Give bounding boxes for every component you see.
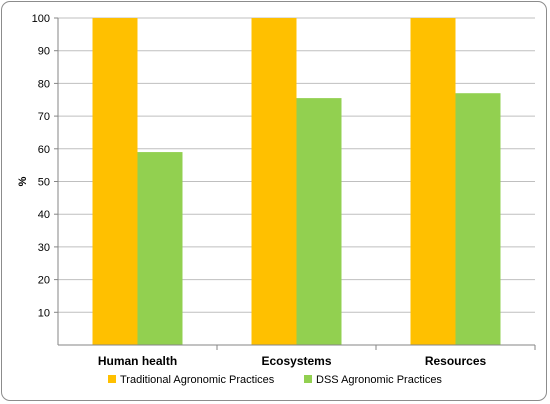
y-tick-label: 100 [32,13,50,25]
y-tick-label: 70 [38,111,50,123]
bar-traditional-resources [410,18,456,345]
category-labels: Human health Ecosystems Resources [98,345,536,368]
y-tick-label: 20 [38,275,50,287]
y-tick-label: 80 [38,78,50,90]
bar-dss-ecosystems [296,98,342,346]
legend-label: Traditional Agronomic Practices [120,374,275,386]
bar-dss-resources [455,93,501,346]
category-label: Human health [98,354,177,368]
legend-swatch [304,375,312,383]
legend: Traditional Agronomic Practices DSS Agron… [108,374,442,386]
bar-traditional-human-health [92,18,138,345]
y-axis-ticks: 10 20 30 40 50 60 70 80 90 100 [32,13,58,319]
legend-swatch [108,375,116,383]
category-label: Resources [425,354,487,368]
y-tick-label: 90 [38,46,50,58]
bars [92,18,501,346]
y-tick-label: 10 [38,307,50,319]
y-axis-label: % [17,176,29,186]
y-tick-label: 40 [38,209,50,221]
legend-label: DSS Agronomic Practices [316,374,442,386]
y-tick-label: 30 [38,242,50,254]
y-tick-label: 50 [38,177,50,189]
category-label: Ecosystems [261,354,331,368]
y-tick-label: 60 [38,144,50,156]
bar-dss-human-health [137,152,183,345]
bar-traditional-ecosystems [251,18,297,345]
